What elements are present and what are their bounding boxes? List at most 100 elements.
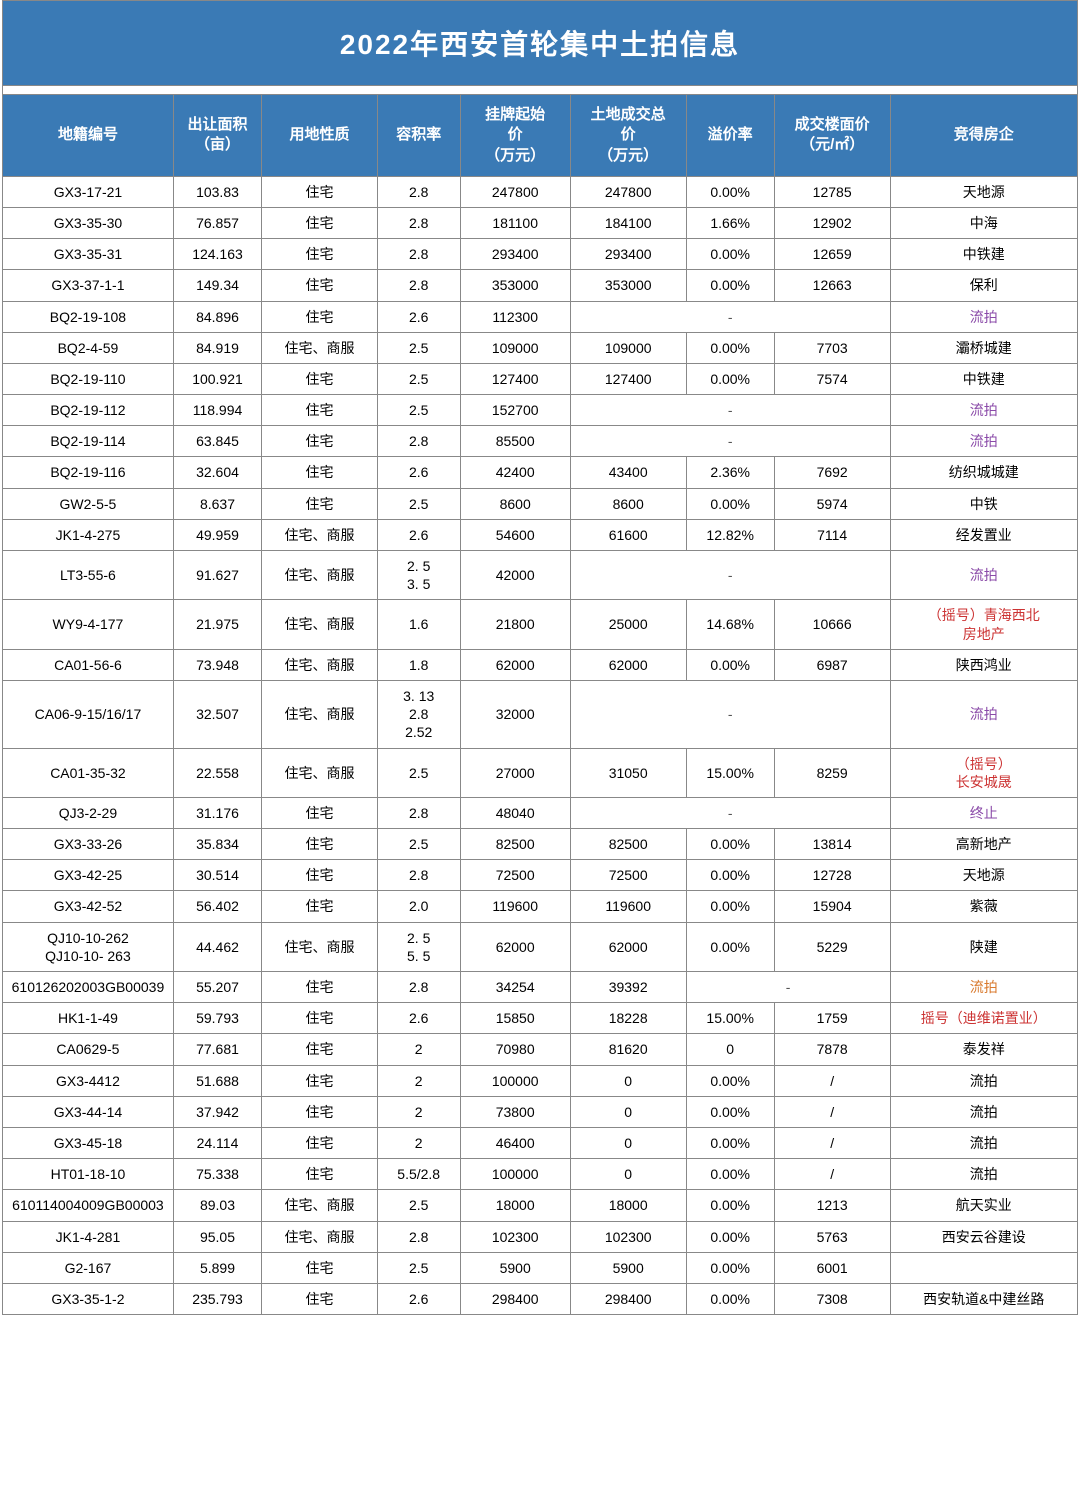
cell-area: 73.948 — [173, 649, 261, 680]
cell-winner: 纺织城城建 — [890, 457, 1077, 488]
cell-deal: 127400 — [570, 363, 686, 394]
cell-winner: 保利 — [890, 270, 1077, 301]
table-container: 2022年西安首轮集中土拍信息 地籍编号出让面积（亩）用地性质容积率挂牌起始价（… — [2, 0, 1078, 1315]
cell-deal: 82500 — [570, 829, 686, 860]
cell-floor: 12728 — [774, 860, 890, 891]
cell-prem: 0.00% — [686, 1283, 774, 1314]
cell-floor: 7703 — [774, 332, 890, 363]
cell-use: 住宅 — [262, 1034, 378, 1065]
cell-start: 119600 — [460, 891, 570, 922]
cell-dash: - — [570, 680, 890, 748]
cell-far: 2.8 — [377, 426, 460, 457]
cell-start: 100000 — [460, 1065, 570, 1096]
cell-start: 54600 — [460, 519, 570, 550]
cell-area: 5.899 — [173, 1252, 261, 1283]
cell-area: 75.338 — [173, 1159, 261, 1190]
title-gap — [2, 86, 1078, 94]
cell-use: 住宅、商服 — [262, 649, 378, 680]
cell-use: 住宅 — [262, 860, 378, 891]
cell-id: GX3-17-21 — [3, 176, 174, 207]
cell-winner: 终止 — [890, 797, 1077, 828]
cell-use: 住宅 — [262, 891, 378, 922]
cell-deal: 72500 — [570, 860, 686, 891]
cell-start: 48040 — [460, 797, 570, 828]
cell-start: 82500 — [460, 829, 570, 860]
table-body: GX3-17-21103.83住宅2.82478002478000.00%127… — [3, 176, 1078, 1314]
cell-far: 2.8 — [377, 797, 460, 828]
cell-winner: 中铁建 — [890, 363, 1077, 394]
cell-area: 118.994 — [173, 395, 261, 426]
cell-id: 610126202003GB00039 — [3, 972, 174, 1003]
cell-floor: 1759 — [774, 1003, 890, 1034]
cell-far: 2 — [377, 1034, 460, 1065]
cell-deal: 61600 — [570, 519, 686, 550]
cell-floor: 6001 — [774, 1252, 890, 1283]
cell-floor: 13814 — [774, 829, 890, 860]
cell-prem: 2.36% — [686, 457, 774, 488]
table-row: BQ2-19-110100.921住宅2.51274001274000.00%7… — [3, 363, 1078, 394]
cell-id: BQ2-4-59 — [3, 332, 174, 363]
cell-area: 30.514 — [173, 860, 261, 891]
cell-area: 63.845 — [173, 426, 261, 457]
cell-use: 住宅 — [262, 395, 378, 426]
cell-start: 42400 — [460, 457, 570, 488]
cell-far: 2.8 — [377, 207, 460, 238]
cell-far: 2 — [377, 1096, 460, 1127]
cell-id: GX3-44-14 — [3, 1096, 174, 1127]
cell-deal: 25000 — [570, 600, 686, 649]
cell-far: 1.8 — [377, 649, 460, 680]
cell-floor: 7878 — [774, 1034, 890, 1065]
cell-prem: 0.00% — [686, 332, 774, 363]
cell-use: 住宅 — [262, 1003, 378, 1034]
table-row: HK1-1-4959.793住宅2.6158501822815.00%1759摇… — [3, 1003, 1078, 1034]
cell-id: BQ2-19-110 — [3, 363, 174, 394]
cell-prem: 0.00% — [686, 860, 774, 891]
cell-id: HK1-1-49 — [3, 1003, 174, 1034]
cell-area: 32.604 — [173, 457, 261, 488]
cell-use: 住宅 — [262, 1159, 378, 1190]
cell-prem: 0.00% — [686, 488, 774, 519]
cell-use: 住宅、商服 — [262, 1190, 378, 1221]
cell-far: 2 — [377, 1065, 460, 1096]
cell-prem: 0.00% — [686, 1252, 774, 1283]
table-row: 610126202003GB0003955.207住宅2.83425439392… — [3, 972, 1078, 1003]
cell-area: 35.834 — [173, 829, 261, 860]
cell-use: 住宅 — [262, 176, 378, 207]
cell-area: 124.163 — [173, 239, 261, 270]
cell-start: 100000 — [460, 1159, 570, 1190]
cell-prem: 0.00% — [686, 1190, 774, 1221]
cell-id: GX3-35-31 — [3, 239, 174, 270]
cell-far: 2.0 — [377, 891, 460, 922]
cell-use: 住宅 — [262, 1252, 378, 1283]
cell-deal: 353000 — [570, 270, 686, 301]
cell-deal: 0 — [570, 1065, 686, 1096]
cell-id: GX3-33-26 — [3, 829, 174, 860]
cell-winner: 中铁建 — [890, 239, 1077, 270]
cell-far: 2.5 — [377, 395, 460, 426]
cell-prem: 0.00% — [686, 649, 774, 680]
cell-dash: - — [686, 972, 890, 1003]
cell-prem: 0.00% — [686, 1159, 774, 1190]
cell-start: 34254 — [460, 972, 570, 1003]
cell-winner: （摇号）长安城晟 — [890, 748, 1077, 797]
cell-use: 住宅 — [262, 972, 378, 1003]
cell-deal: 62000 — [570, 922, 686, 971]
table-row: QJ3-2-2931.176住宅2.848040-终止 — [3, 797, 1078, 828]
cell-far: 2.5 — [377, 748, 460, 797]
cell-prem: 1.66% — [686, 207, 774, 238]
cell-id: HT01-18-10 — [3, 1159, 174, 1190]
cell-area: 89.03 — [173, 1190, 261, 1221]
table-row: CA0629-577.681住宅2709808162007878泰发祥 — [3, 1034, 1078, 1065]
cell-id: GX3-42-25 — [3, 860, 174, 891]
table-row: GX3-35-3076.857住宅2.81811001841001.66%129… — [3, 207, 1078, 238]
cell-use: 住宅 — [262, 363, 378, 394]
cell-start: 62000 — [460, 922, 570, 971]
page-title: 2022年西安首轮集中土拍信息 — [2, 0, 1078, 86]
cell-prem: 14.68% — [686, 600, 774, 649]
cell-winner: 流拍 — [890, 1096, 1077, 1127]
cell-winner — [890, 1252, 1077, 1283]
table-row: WY9-4-17721.975住宅、商服1.6218002500014.68%1… — [3, 600, 1078, 649]
cell-area: 235.793 — [173, 1283, 261, 1314]
cell-use: 住宅、商服 — [262, 519, 378, 550]
cell-far: 2.5 — [377, 1252, 460, 1283]
